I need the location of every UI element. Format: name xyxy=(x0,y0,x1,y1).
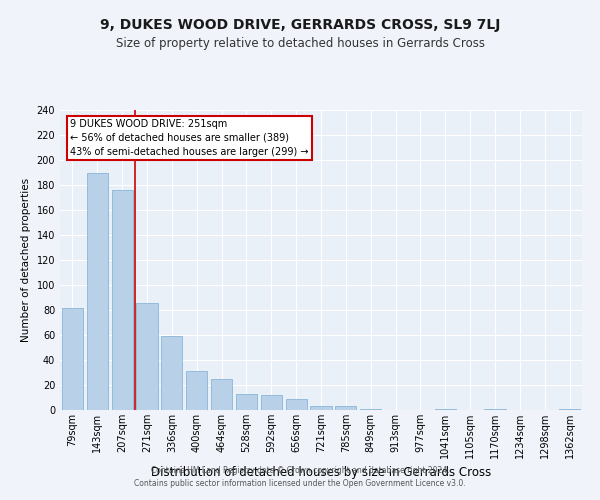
Bar xyxy=(62,308,83,410)
Bar xyxy=(310,406,332,410)
Bar xyxy=(286,399,307,410)
Text: Contains HM Land Registry data © Crown copyright and database right 2024.
Contai: Contains HM Land Registry data © Crown c… xyxy=(134,466,466,487)
Bar xyxy=(261,395,282,410)
Text: 9 DUKES WOOD DRIVE: 251sqm
← 56% of detached houses are smaller (389)
43% of sem: 9 DUKES WOOD DRIVE: 251sqm ← 56% of deta… xyxy=(70,119,309,157)
Bar xyxy=(136,302,158,410)
Bar xyxy=(87,172,108,410)
Bar xyxy=(484,409,506,410)
Bar xyxy=(211,379,232,410)
Y-axis label: Number of detached properties: Number of detached properties xyxy=(21,178,31,342)
Bar xyxy=(559,409,580,410)
Bar xyxy=(186,371,207,410)
Text: 9, DUKES WOOD DRIVE, GERRARDS CROSS, SL9 7LJ: 9, DUKES WOOD DRIVE, GERRARDS CROSS, SL9… xyxy=(100,18,500,32)
Bar xyxy=(435,409,456,410)
Bar xyxy=(335,406,356,410)
X-axis label: Distribution of detached houses by size in Gerrards Cross: Distribution of detached houses by size … xyxy=(151,466,491,479)
Text: Size of property relative to detached houses in Gerrards Cross: Size of property relative to detached ho… xyxy=(115,38,485,51)
Bar xyxy=(112,190,133,410)
Bar xyxy=(236,394,257,410)
Bar xyxy=(360,409,381,410)
Bar xyxy=(161,336,182,410)
